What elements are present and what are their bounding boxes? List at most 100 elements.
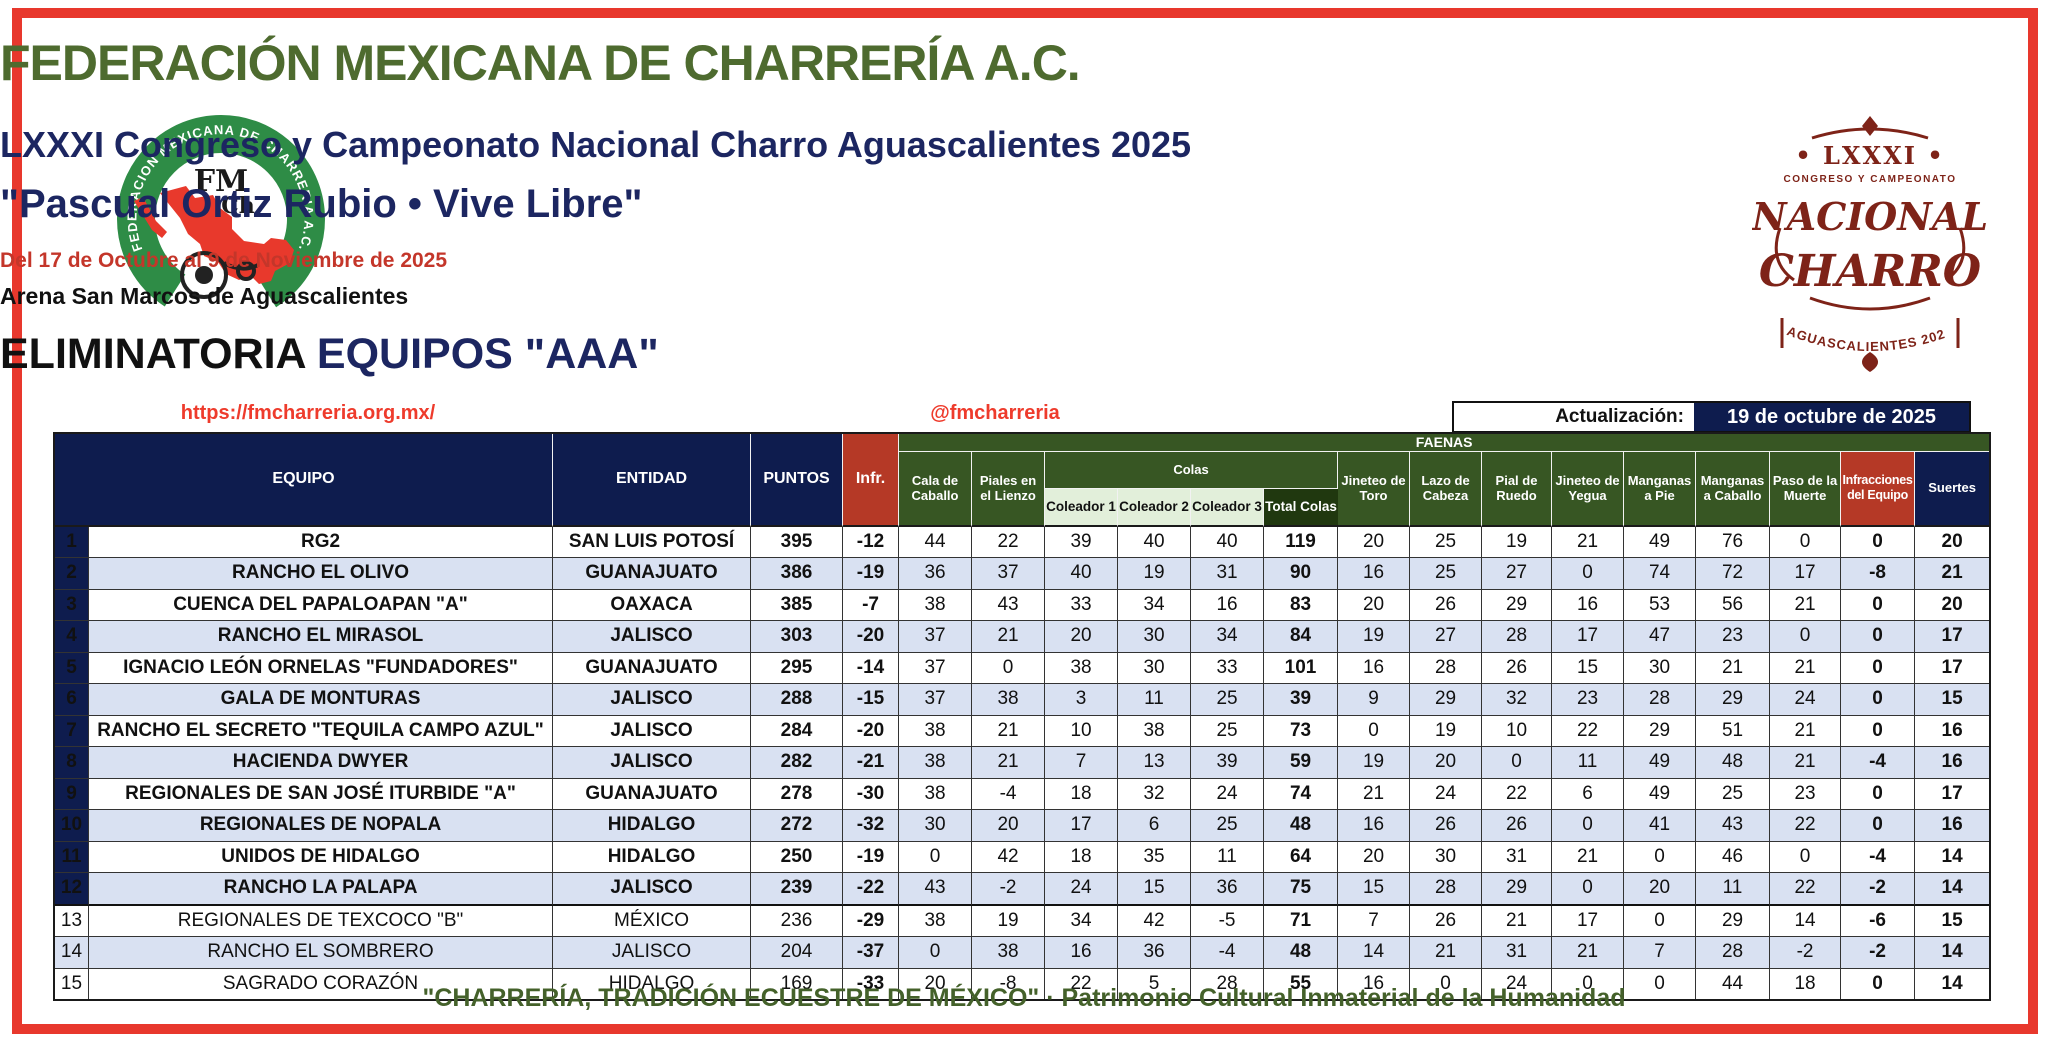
cell-infracciones: -6 (1841, 905, 1916, 938)
cell-cala: 20 (899, 968, 973, 1000)
cell-total_colas: 73 (1264, 715, 1339, 748)
cell-jineteo_yegua: 0 (1552, 810, 1625, 842)
event-motto: "Pascual Ortiz Rubio • Vive Libre" (0, 182, 643, 226)
cell-suertes: 16 (1915, 747, 1990, 779)
social-handle[interactable]: @fmcharreria (930, 402, 1060, 424)
cell-coleador2: 36 (1118, 937, 1192, 969)
cell-coleador1: 16 (1045, 937, 1119, 969)
col-header-paso-muerte: Paso de la Muerte (1770, 451, 1842, 527)
col-header-equipo: EQUIPO (55, 434, 554, 527)
rank-cell: 9 (55, 778, 89, 811)
cell-paso_muerte: 18 (1770, 968, 1842, 1000)
cell-jineteo_toro: 14 (1338, 937, 1411, 969)
cell-puntos: 284 (751, 715, 844, 748)
cell-pial_ruedo: 32 (1482, 684, 1553, 716)
cell-jineteo_yegua: 21 (1552, 841, 1625, 874)
cell-piales: -8 (972, 968, 1046, 1000)
cell-infracciones: 0 (1841, 684, 1916, 716)
rank-cell: 7 (55, 715, 89, 748)
cell-coleador3: 25 (1191, 684, 1265, 716)
cell-coleador1: 18 (1045, 778, 1119, 811)
cell-jineteo_toro: 21 (1338, 778, 1411, 811)
cell-coleador1: 17 (1045, 810, 1119, 842)
cell-total_colas: 48 (1264, 810, 1339, 842)
table-row: 13 REGIONALES DE TEXCOCO "B" MÉXICO 236 -29 3… (55, 905, 1990, 938)
cell-infracciones: 0 (1841, 652, 1916, 685)
cell-infr: -20 (843, 715, 900, 748)
cell-jineteo_yegua: 0 (1552, 558, 1625, 590)
cell-infracciones: -8 (1841, 558, 1916, 590)
cell-cala: 38 (899, 905, 973, 938)
cell-puntos: 386 (751, 558, 844, 590)
team-cell: RANCHO EL SOMBRERO (89, 937, 554, 969)
cell-jineteo_yegua: 17 (1552, 621, 1625, 653)
cell-infracciones: -2 (1841, 937, 1916, 969)
cell-infr: -32 (843, 810, 900, 842)
entidad-cell: JALISCO (553, 873, 752, 906)
cell-coleador1: 38 (1045, 652, 1119, 685)
horseshoe-ring (117, 115, 325, 323)
cell-lazo_cabeza: 25 (1410, 558, 1483, 590)
cell-cala: 36 (899, 558, 973, 590)
cell-suertes: 17 (1915, 778, 1990, 811)
cell-pial_ruedo: 22 (1482, 778, 1553, 811)
entidad-cell: MÉXICO (553, 905, 752, 938)
cell-infr: -33 (843, 968, 900, 1000)
cell-suertes: 15 (1915, 905, 1990, 938)
col-header-entidad: ENTIDAD (553, 434, 752, 527)
cell-lazo_cabeza: 26 (1410, 810, 1483, 842)
cell-piales: -2 (972, 873, 1046, 906)
col-header-suertes: Suertes (1915, 451, 1990, 527)
rank-cell: 13 (55, 905, 89, 938)
cell-paso_muerte: 14 (1770, 905, 1842, 938)
cell-manganas_caballo: 23 (1696, 621, 1771, 653)
cell-puntos: 295 (751, 652, 844, 685)
rank-cell: 11 (55, 841, 89, 874)
page-border (12, 8, 2038, 1034)
cell-total_colas: 55 (1264, 968, 1339, 1000)
cell-manganas_caballo: 76 (1696, 526, 1771, 559)
cell-pial_ruedo: 10 (1482, 715, 1553, 748)
col-header-infr: Infr. (843, 434, 900, 527)
team-cell: RANCHO EL OLIVO (89, 558, 554, 590)
cell-coleador2: 30 (1118, 652, 1192, 685)
col-header-coleador3: Coleador 3 (1191, 488, 1265, 527)
cell-coleador2: 30 (1118, 621, 1192, 653)
table-row: 10 REGIONALES DE NOPALA HIDALGO 272 -32 30 20 1… (55, 810, 1990, 842)
cell-coleador1: 7 (1045, 747, 1119, 779)
cell-pial_ruedo: 21 (1482, 905, 1553, 938)
cell-total_colas: 101 (1264, 652, 1339, 685)
cell-coleador3: -4 (1191, 937, 1265, 969)
col-header-manganas-caballo: Manganas a Caballo (1696, 451, 1771, 527)
website-link[interactable]: https://fmcharreria.org.mx/ (180, 402, 436, 424)
cell-piales: 0 (972, 652, 1046, 685)
team-cell: HACIENDA DWYER (89, 747, 554, 779)
cell-coleador2: 32 (1118, 778, 1192, 811)
cell-coleador1: 10 (1045, 715, 1119, 748)
rank-cell: 4 (55, 621, 89, 653)
rank-cell: 15 (55, 968, 89, 1000)
col-header-lazo-cabeza: Lazo de Cabeza (1410, 451, 1483, 527)
cell-coleador3: 11 (1191, 841, 1265, 874)
cell-jineteo_toro: 20 (1338, 589, 1411, 622)
footer-slogan: "CHARRERÍA, TRADICIÓN ECUESTRE DE MÉXICO… (422, 984, 1626, 1012)
cell-infracciones: -4 (1841, 841, 1916, 874)
cell-lazo_cabeza: 25 (1410, 526, 1483, 559)
cell-coleador3: 36 (1191, 873, 1265, 906)
cell-puntos: 395 (751, 526, 844, 559)
table-row: 11 UNIDOS DE HIDALGO HIDALGO 250 -19 0 42 18 35 1… (55, 841, 1990, 874)
cell-coleador3: 28 (1191, 968, 1265, 1000)
rank-cell: 8 (55, 747, 89, 779)
nacional-charro-logo: • LXXXI • CONGRESO Y CAMPEONATO NACIONAL… (1752, 108, 1988, 372)
col-header-pial-ruedo: Pial de Ruedo (1482, 451, 1553, 527)
cell-cala: 38 (899, 589, 973, 622)
cell-suertes: 20 (1915, 589, 1990, 622)
cell-total_colas: 39 (1264, 684, 1339, 716)
cell-infracciones: 0 (1841, 778, 1916, 811)
cell-paso_muerte: 0 (1770, 526, 1842, 559)
cell-infr: -15 (843, 684, 900, 716)
table-row: 6 GALA DE MONTURAS JALISCO 288 -15 37 38 3 11 25 3… (55, 684, 1990, 716)
col-header-manganas-pie: Manganas a Pie (1624, 451, 1697, 527)
cell-infr: -19 (843, 558, 900, 590)
cell-infr: -12 (843, 526, 900, 559)
